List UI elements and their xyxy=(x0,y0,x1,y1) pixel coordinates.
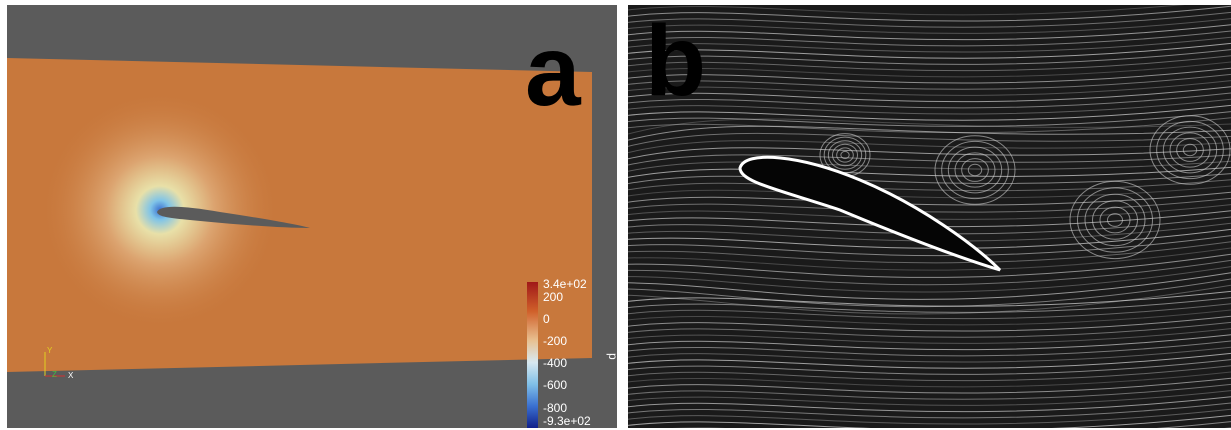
colorbar-tick: -9.3e+02 xyxy=(543,414,591,428)
panel-a: 3.4e+02 200 0 -200 -400 -600 -800 -9.3e+… xyxy=(7,5,620,428)
page: 3.4e+02 200 0 -200 -400 -600 -800 -9.3e+… xyxy=(0,0,1231,430)
colorbar-tick: -400 xyxy=(543,356,567,370)
figure: 3.4e+02 200 0 -200 -400 -600 -800 -9.3e+… xyxy=(0,0,1231,430)
colorbar xyxy=(527,282,538,428)
panel-label: a xyxy=(525,15,582,127)
axis-label: X xyxy=(68,371,74,380)
colorbar-tick: 3.4e+02 xyxy=(543,277,587,291)
colorbar-title: p xyxy=(606,353,620,360)
colorbar-tick: -800 xyxy=(543,401,567,415)
colorbar-tick: -200 xyxy=(543,334,567,348)
panel-label: b xyxy=(645,5,706,117)
colorbar-tick: 200 xyxy=(543,290,563,304)
pressure-halo xyxy=(7,58,592,372)
colorbar-tick: 0 xyxy=(543,312,550,326)
axis-label: Y xyxy=(47,346,53,355)
axis-label: Z xyxy=(52,370,57,379)
panel-b: b xyxy=(628,0,1231,430)
colorbar-tick: -600 xyxy=(543,378,567,392)
